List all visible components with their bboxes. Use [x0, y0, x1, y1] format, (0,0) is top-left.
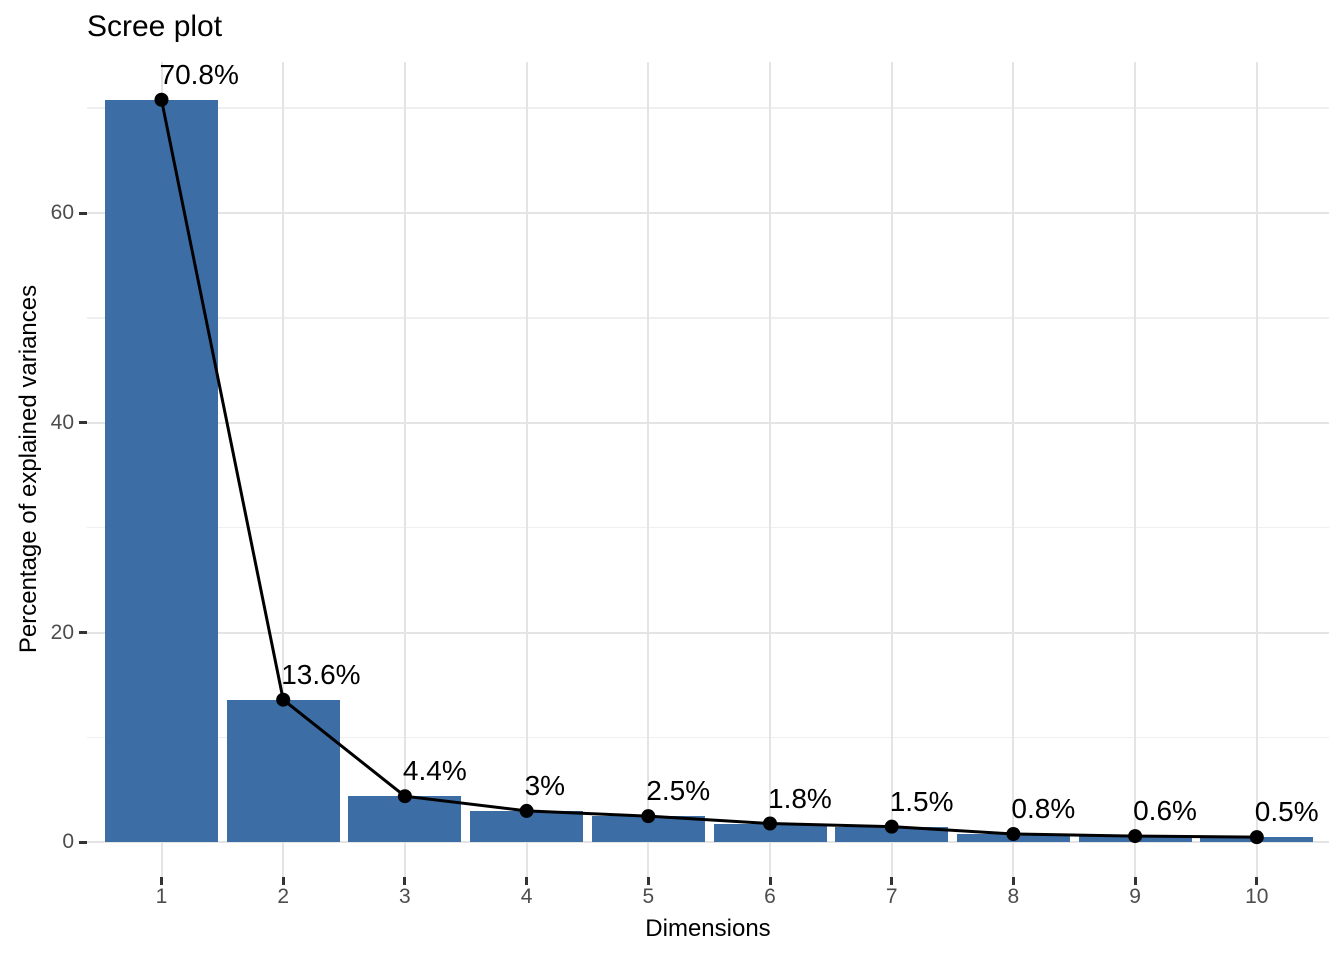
x-tick-mark	[525, 877, 529, 885]
y-tick-mark	[79, 421, 87, 425]
gridline-major	[769, 62, 771, 877]
plot-panel: 70.8% 13.6% 4.4% 3% 2.5% 1.8% 1.5% 0.8% 0.6% 0.5%	[87, 58, 1329, 877]
gridline-major	[87, 631, 1329, 634]
gridline-major	[87, 212, 1329, 215]
gridline-major	[647, 62, 650, 877]
x-tick-label: 1	[155, 885, 168, 908]
x-tick-mark	[1011, 877, 1015, 885]
gridline-major	[282, 62, 285, 877]
y-tick-label: 60	[50, 201, 74, 225]
data-point	[276, 692, 291, 707]
gridline-minor	[87, 317, 1329, 319]
bar	[713, 823, 827, 843]
data-point	[154, 92, 169, 107]
x-tick-label: 8	[1007, 885, 1020, 908]
gridline-major	[525, 62, 528, 877]
x-tick-label: 7	[885, 885, 898, 908]
x-axis-title: Dimensions	[645, 915, 771, 942]
gridline-major	[403, 62, 406, 877]
gridline-minor	[87, 107, 1329, 109]
gridline-major	[890, 62, 893, 877]
y-tick-mark	[79, 631, 87, 635]
y-axis-title: Percentage of explained variances	[15, 284, 42, 654]
data-point-label: 13.6%	[281, 658, 361, 690]
x-tick-label: 5	[642, 885, 655, 908]
gridline-major	[87, 421, 1329, 424]
data-point	[1249, 830, 1264, 845]
data-point	[763, 816, 777, 831]
y-tick-mark	[79, 840, 87, 844]
x-tick-mark	[646, 877, 650, 885]
x-tick-label: 10	[1245, 885, 1269, 908]
bar	[105, 99, 218, 843]
y-tick-label: 40	[50, 410, 74, 434]
x-tick-mark	[1133, 877, 1137, 885]
bar	[348, 796, 462, 843]
gridline-major	[1012, 62, 1015, 877]
data-point-label: 1.8%	[768, 782, 832, 814]
gridline-major	[1134, 62, 1137, 877]
bar	[226, 699, 340, 843]
x-tick-mark	[1255, 877, 1259, 885]
data-point	[641, 809, 656, 824]
y-tick-mark	[79, 211, 87, 215]
x-tick-label: 9	[1129, 885, 1141, 908]
data-point-label: 4.4%	[402, 755, 467, 787]
bar	[835, 826, 949, 843]
y-tick-label: 20	[50, 620, 74, 644]
x-tick-mark	[768, 877, 772, 885]
x-tick-mark	[890, 877, 894, 885]
data-point-label: 0.8%	[1011, 792, 1076, 824]
data-point-label: 3%	[524, 769, 566, 801]
x-tick-mark	[403, 877, 407, 885]
variance-line-overlay	[154, 92, 1264, 845]
x-tick-label: 6	[764, 885, 776, 908]
data-point	[1128, 829, 1143, 844]
gridline-major	[87, 841, 1329, 844]
x-tick-label: 2	[277, 885, 290, 908]
data-point-label: 0.5%	[1254, 796, 1319, 828]
x-tick-mark	[281, 877, 285, 885]
data-point-label: 70.8%	[159, 58, 239, 90]
gridline-minor	[87, 736, 1329, 739]
chart-title: Scree plot	[87, 10, 223, 43]
trend-line	[160, 99, 1257, 839]
x-tick-label: 3	[399, 885, 411, 908]
y-tick-label: 0	[62, 830, 74, 854]
x-tick-mark	[160, 877, 163, 885]
gridline-minor	[87, 526, 1329, 529]
data-point-label: 1.5%	[889, 785, 954, 817]
x-tick-label: 4	[520, 885, 533, 908]
data-point	[519, 803, 534, 818]
data-point	[397, 789, 412, 804]
data-point	[1006, 826, 1021, 841]
data-point-label: 0.6%	[1133, 795, 1197, 827]
data-point	[884, 819, 899, 834]
gridline-major	[1255, 62, 1258, 877]
data-point-label: 2.5%	[646, 775, 711, 807]
